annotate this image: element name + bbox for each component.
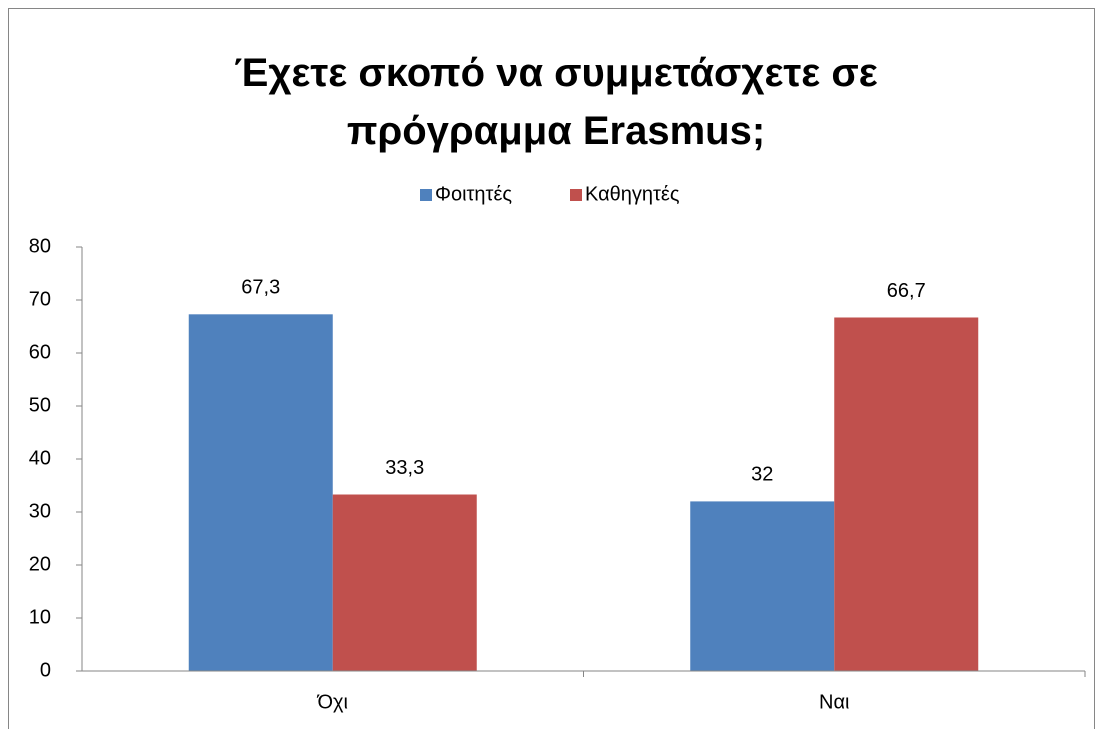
- bar: [690, 501, 835, 671]
- legend-swatch: [570, 189, 582, 201]
- x-tick-label: Όχι: [317, 691, 348, 713]
- y-tick-label: 50: [29, 394, 51, 416]
- y-tick-label: 60: [29, 341, 51, 363]
- legend-swatch: [420, 189, 432, 201]
- y-tick-label: 30: [29, 500, 51, 522]
- value-label: 66,7: [887, 280, 926, 302]
- legend-label: Καθηγητές: [585, 183, 680, 205]
- x-tick-label: Ναι: [819, 691, 849, 713]
- y-tick-label: 40: [29, 447, 51, 469]
- y-tick-label: 0: [40, 659, 51, 681]
- legend-label: Φοιτητές: [435, 183, 512, 205]
- y-tick-label: 80: [29, 235, 51, 257]
- bar: [332, 494, 477, 671]
- y-tick-label: 70: [29, 288, 51, 310]
- bar: [188, 314, 333, 671]
- y-tick-label: 10: [29, 606, 51, 628]
- chart-border: [8, 8, 1095, 729]
- y-tick-label: 20: [29, 553, 51, 575]
- value-label: 33,3: [385, 457, 424, 479]
- bar: [834, 317, 979, 671]
- chart-title: Έχετε σκοπό να συμμετάσχετε σε πρόγραμμα…: [234, 51, 878, 153]
- value-label: 67,3: [241, 277, 280, 299]
- value-label: 32: [751, 464, 773, 486]
